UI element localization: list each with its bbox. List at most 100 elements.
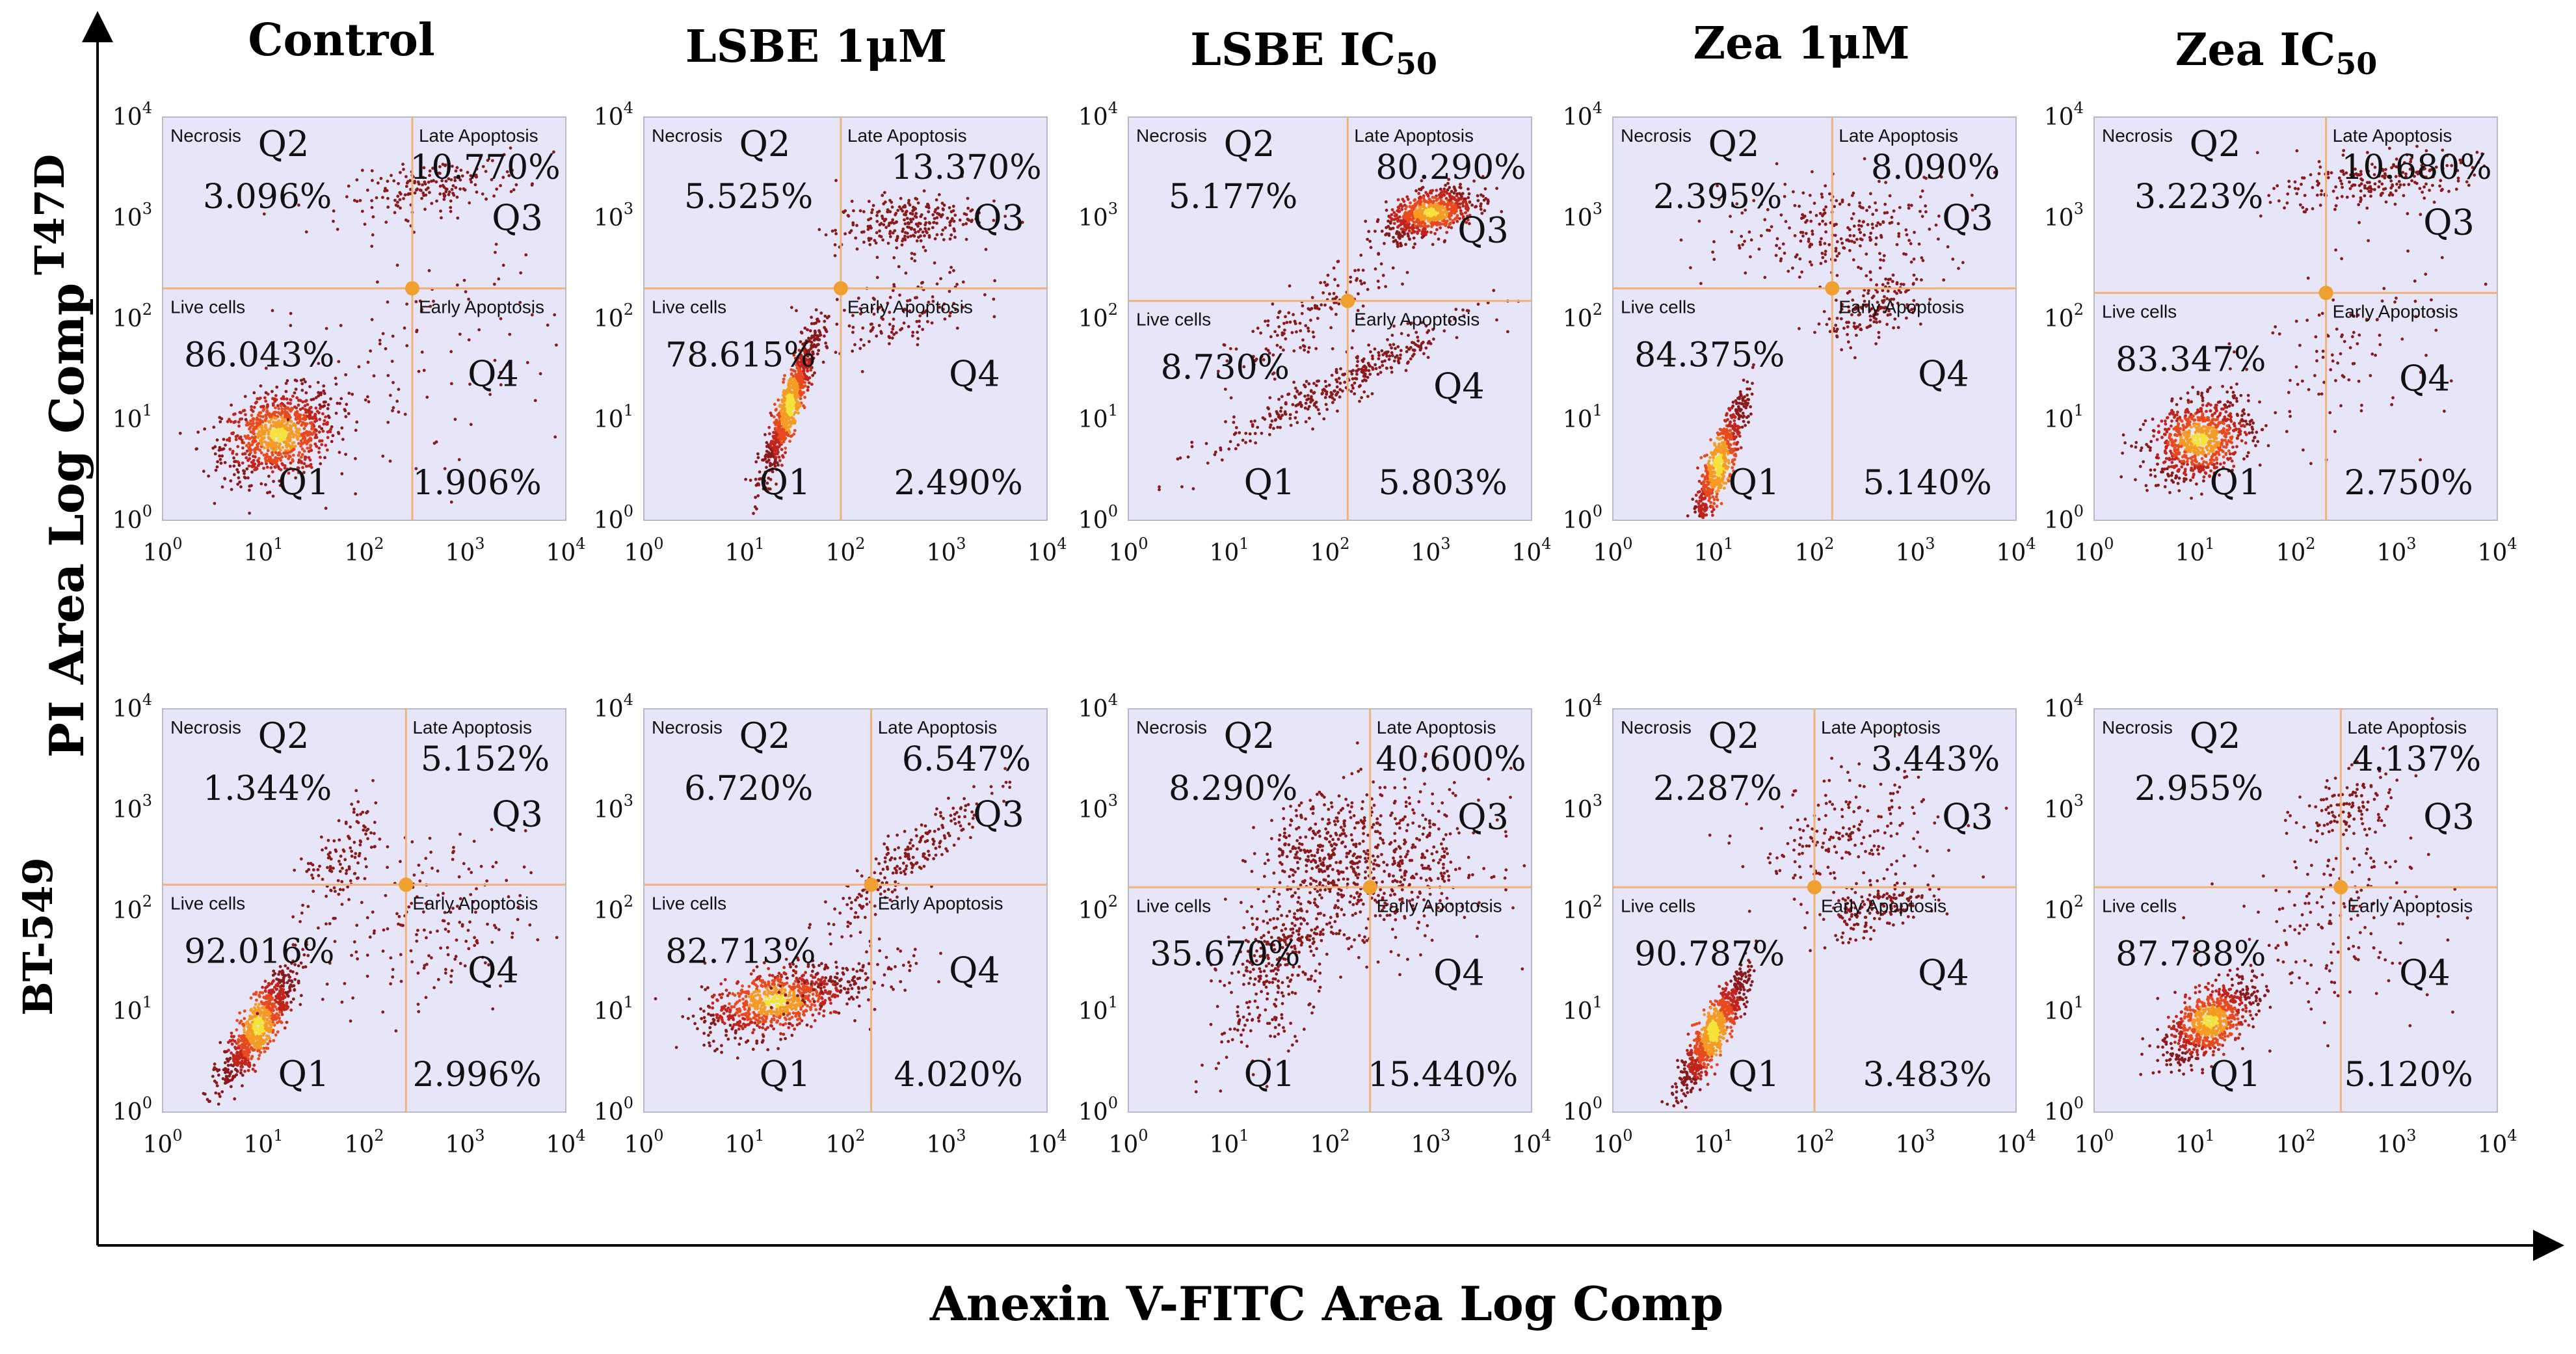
data-point (1868, 239, 1872, 242)
data-point (1835, 254, 1839, 258)
data-point (816, 343, 819, 347)
data-point (2289, 414, 2292, 418)
data-point (795, 377, 799, 380)
data-point (1881, 289, 1885, 293)
data-point (287, 471, 291, 475)
data-point (293, 391, 297, 395)
data-point (447, 190, 451, 194)
data-point (875, 231, 879, 235)
data-point (917, 221, 921, 225)
data-point (1859, 328, 1863, 331)
data-point (780, 432, 784, 436)
data-point (284, 410, 287, 414)
data-point (1228, 440, 1232, 444)
data-point (1904, 252, 1908, 256)
data-point (360, 209, 364, 213)
gate-handle[interactable] (1825, 281, 1840, 296)
data-point (1442, 219, 1446, 222)
data-point (1290, 331, 1294, 334)
data-point (301, 400, 304, 404)
data-point (1391, 266, 1395, 270)
gate-handle[interactable] (833, 281, 848, 296)
data-point (1857, 219, 1861, 223)
data-point (243, 452, 247, 455)
data-point (953, 213, 957, 217)
data-point (2205, 410, 2208, 413)
data-point (322, 389, 326, 393)
data-point (280, 421, 283, 425)
data-point (1824, 184, 1827, 188)
data-point (1314, 384, 1318, 388)
data-point (271, 397, 274, 401)
data-point (1422, 217, 1426, 220)
data-point (1833, 223, 1837, 226)
data-point (1495, 318, 1498, 322)
data-point (1915, 278, 1919, 281)
data-point (1946, 245, 1950, 248)
x-tick-label: 101 (243, 535, 283, 566)
data-point (283, 466, 287, 470)
data-point (318, 403, 322, 406)
data-point (1924, 210, 1928, 214)
data-point (953, 235, 957, 239)
data-point (769, 441, 773, 445)
data-point (1291, 403, 1295, 406)
x-tick-label: 100 (1593, 535, 1632, 566)
data-point (1414, 189, 1418, 192)
data-point (252, 429, 256, 432)
data-point (222, 438, 226, 441)
data-point (1287, 311, 1291, 315)
data-point (1429, 230, 1433, 234)
data-point (293, 413, 297, 417)
data-point (910, 334, 914, 338)
data-point (1320, 303, 1323, 307)
data-point (395, 399, 399, 403)
data-point (1401, 198, 1405, 201)
data-point (1310, 296, 1314, 299)
data-point (937, 192, 941, 196)
data-point (1253, 432, 1257, 435)
data-point (1717, 486, 1721, 490)
data-point (2164, 419, 2167, 423)
data-point (1413, 202, 1417, 206)
data-point (1892, 209, 1896, 213)
data-point (264, 483, 267, 486)
data-point (1268, 425, 1272, 429)
data-point (1350, 384, 1354, 387)
gate-handle[interactable] (405, 281, 419, 296)
data-point (1426, 330, 1429, 334)
data-point (1303, 394, 1307, 398)
data-point (250, 414, 254, 418)
x-tick-label: 104 (1996, 535, 2036, 566)
data-point (1854, 326, 1858, 329)
data-point (1907, 239, 1911, 243)
data-point (1281, 333, 1284, 337)
data-point (782, 377, 786, 381)
data-point (1288, 417, 1292, 420)
data-point (881, 215, 884, 218)
data-point (266, 449, 270, 453)
data-point (451, 191, 455, 195)
data-point (1467, 196, 1470, 200)
gate-handle[interactable] (1340, 293, 1355, 308)
data-point (1871, 226, 1875, 230)
data-point (1744, 423, 1747, 427)
data-point (304, 408, 308, 412)
quadrant-label-q1: Q1 (278, 462, 330, 503)
data-point (876, 211, 879, 214)
data-point (1355, 377, 1359, 380)
data-point (1712, 258, 1716, 261)
data-point (1293, 320, 1297, 323)
data-point (786, 433, 790, 436)
data-point (396, 204, 400, 208)
data-point (1367, 364, 1371, 367)
data-point (799, 397, 803, 401)
percent-q3: 13.370% (891, 148, 1041, 187)
data-point (239, 411, 243, 414)
data-point (420, 351, 424, 354)
data-point (1833, 205, 1837, 208)
data-point (1360, 367, 1364, 371)
data-point (1400, 220, 1403, 224)
data-point (292, 422, 296, 426)
